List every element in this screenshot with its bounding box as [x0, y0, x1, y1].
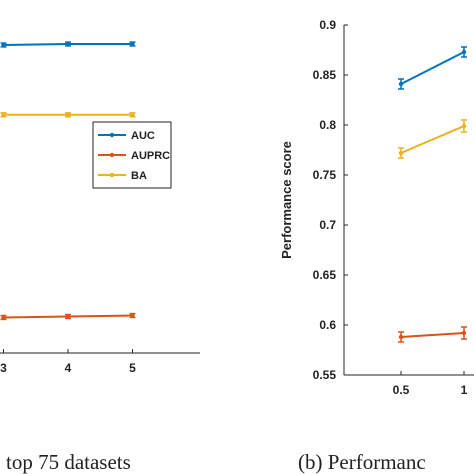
panel-b-series-line-ba	[400, 125, 465, 154]
panel-a-point-ba-0	[1, 112, 6, 117]
panel-b-y-tick-label-7: 0.9	[319, 18, 336, 32]
panel-b-y-axis-label: Performance score	[279, 141, 294, 259]
panel-a-x-tick-label-1: 4	[65, 361, 72, 375]
legend-swatch-marker-auprc	[109, 152, 115, 158]
panel-b-point-auc-0	[398, 81, 404, 87]
panel-b-chart: 0.55 0.6 0.65 0.7 0.75 0.8 0.85 0.9 0.5 1 Performa…	[279, 18, 474, 397]
panel-b-x-tick-label-0: 0.5	[393, 383, 410, 397]
panel-b-series-line-auc	[400, 51, 465, 85]
panel-b-y-tick-label-4: 0.75	[313, 168, 337, 182]
legend-label-auc: AUC	[131, 130, 155, 142]
panel-b-series-line-auprc	[400, 332, 465, 338]
panel-a-point-auc-2	[130, 41, 135, 47]
panel-b-y-tick-label-0: 0.55	[313, 368, 337, 382]
panel-b-point-ba-1	[461, 123, 467, 129]
panel-a-point-ba-1	[65, 112, 71, 117]
panel-b-point-auprc-1	[461, 330, 467, 336]
panel-a-chart: 3 4 5	[0, 41, 200, 375]
panel-b-point-ba-0	[398, 150, 404, 156]
panel-a-point-auprc-0	[1, 315, 6, 320]
panel-b-y-tick-label-5: 0.8	[319, 118, 336, 132]
caption-right: (b) Performanc	[298, 450, 426, 474]
panel-a-point-ba-2	[130, 112, 135, 117]
panel-a-point-auc-0	[1, 42, 6, 48]
legend-swatch-marker-ba	[109, 172, 115, 178]
panel-a-x-tick-label-0: 3	[0, 361, 7, 375]
panel-b-y-tick-label-1: 0.6	[319, 318, 336, 332]
panel-a-x-tick-label-2: 5	[129, 361, 136, 375]
panel-b-y-tick-label-2: 0.65	[313, 268, 337, 282]
legend-label-ba: BA	[131, 170, 147, 182]
legend-box: AUC AUPRC BA	[92, 121, 172, 189]
panel-a-point-auprc-2	[130, 313, 135, 318]
panel-a-point-auc-1	[65, 41, 71, 47]
panel-b-y-tick-label-3: 0.7	[319, 218, 336, 232]
panel-b-point-auc-1	[461, 49, 467, 55]
panel-a-point-auprc-1	[65, 314, 71, 319]
legend-swatch-marker-auc	[109, 132, 115, 138]
panel-b-y-tick-label-6: 0.85	[313, 68, 337, 82]
panel-b-point-auprc-0	[398, 334, 404, 340]
legend-label-auprc: AUPRC	[131, 150, 170, 162]
panel-b-x-tick-label-1: 1	[461, 383, 468, 397]
caption-left: top 75 datasets	[6, 450, 131, 474]
